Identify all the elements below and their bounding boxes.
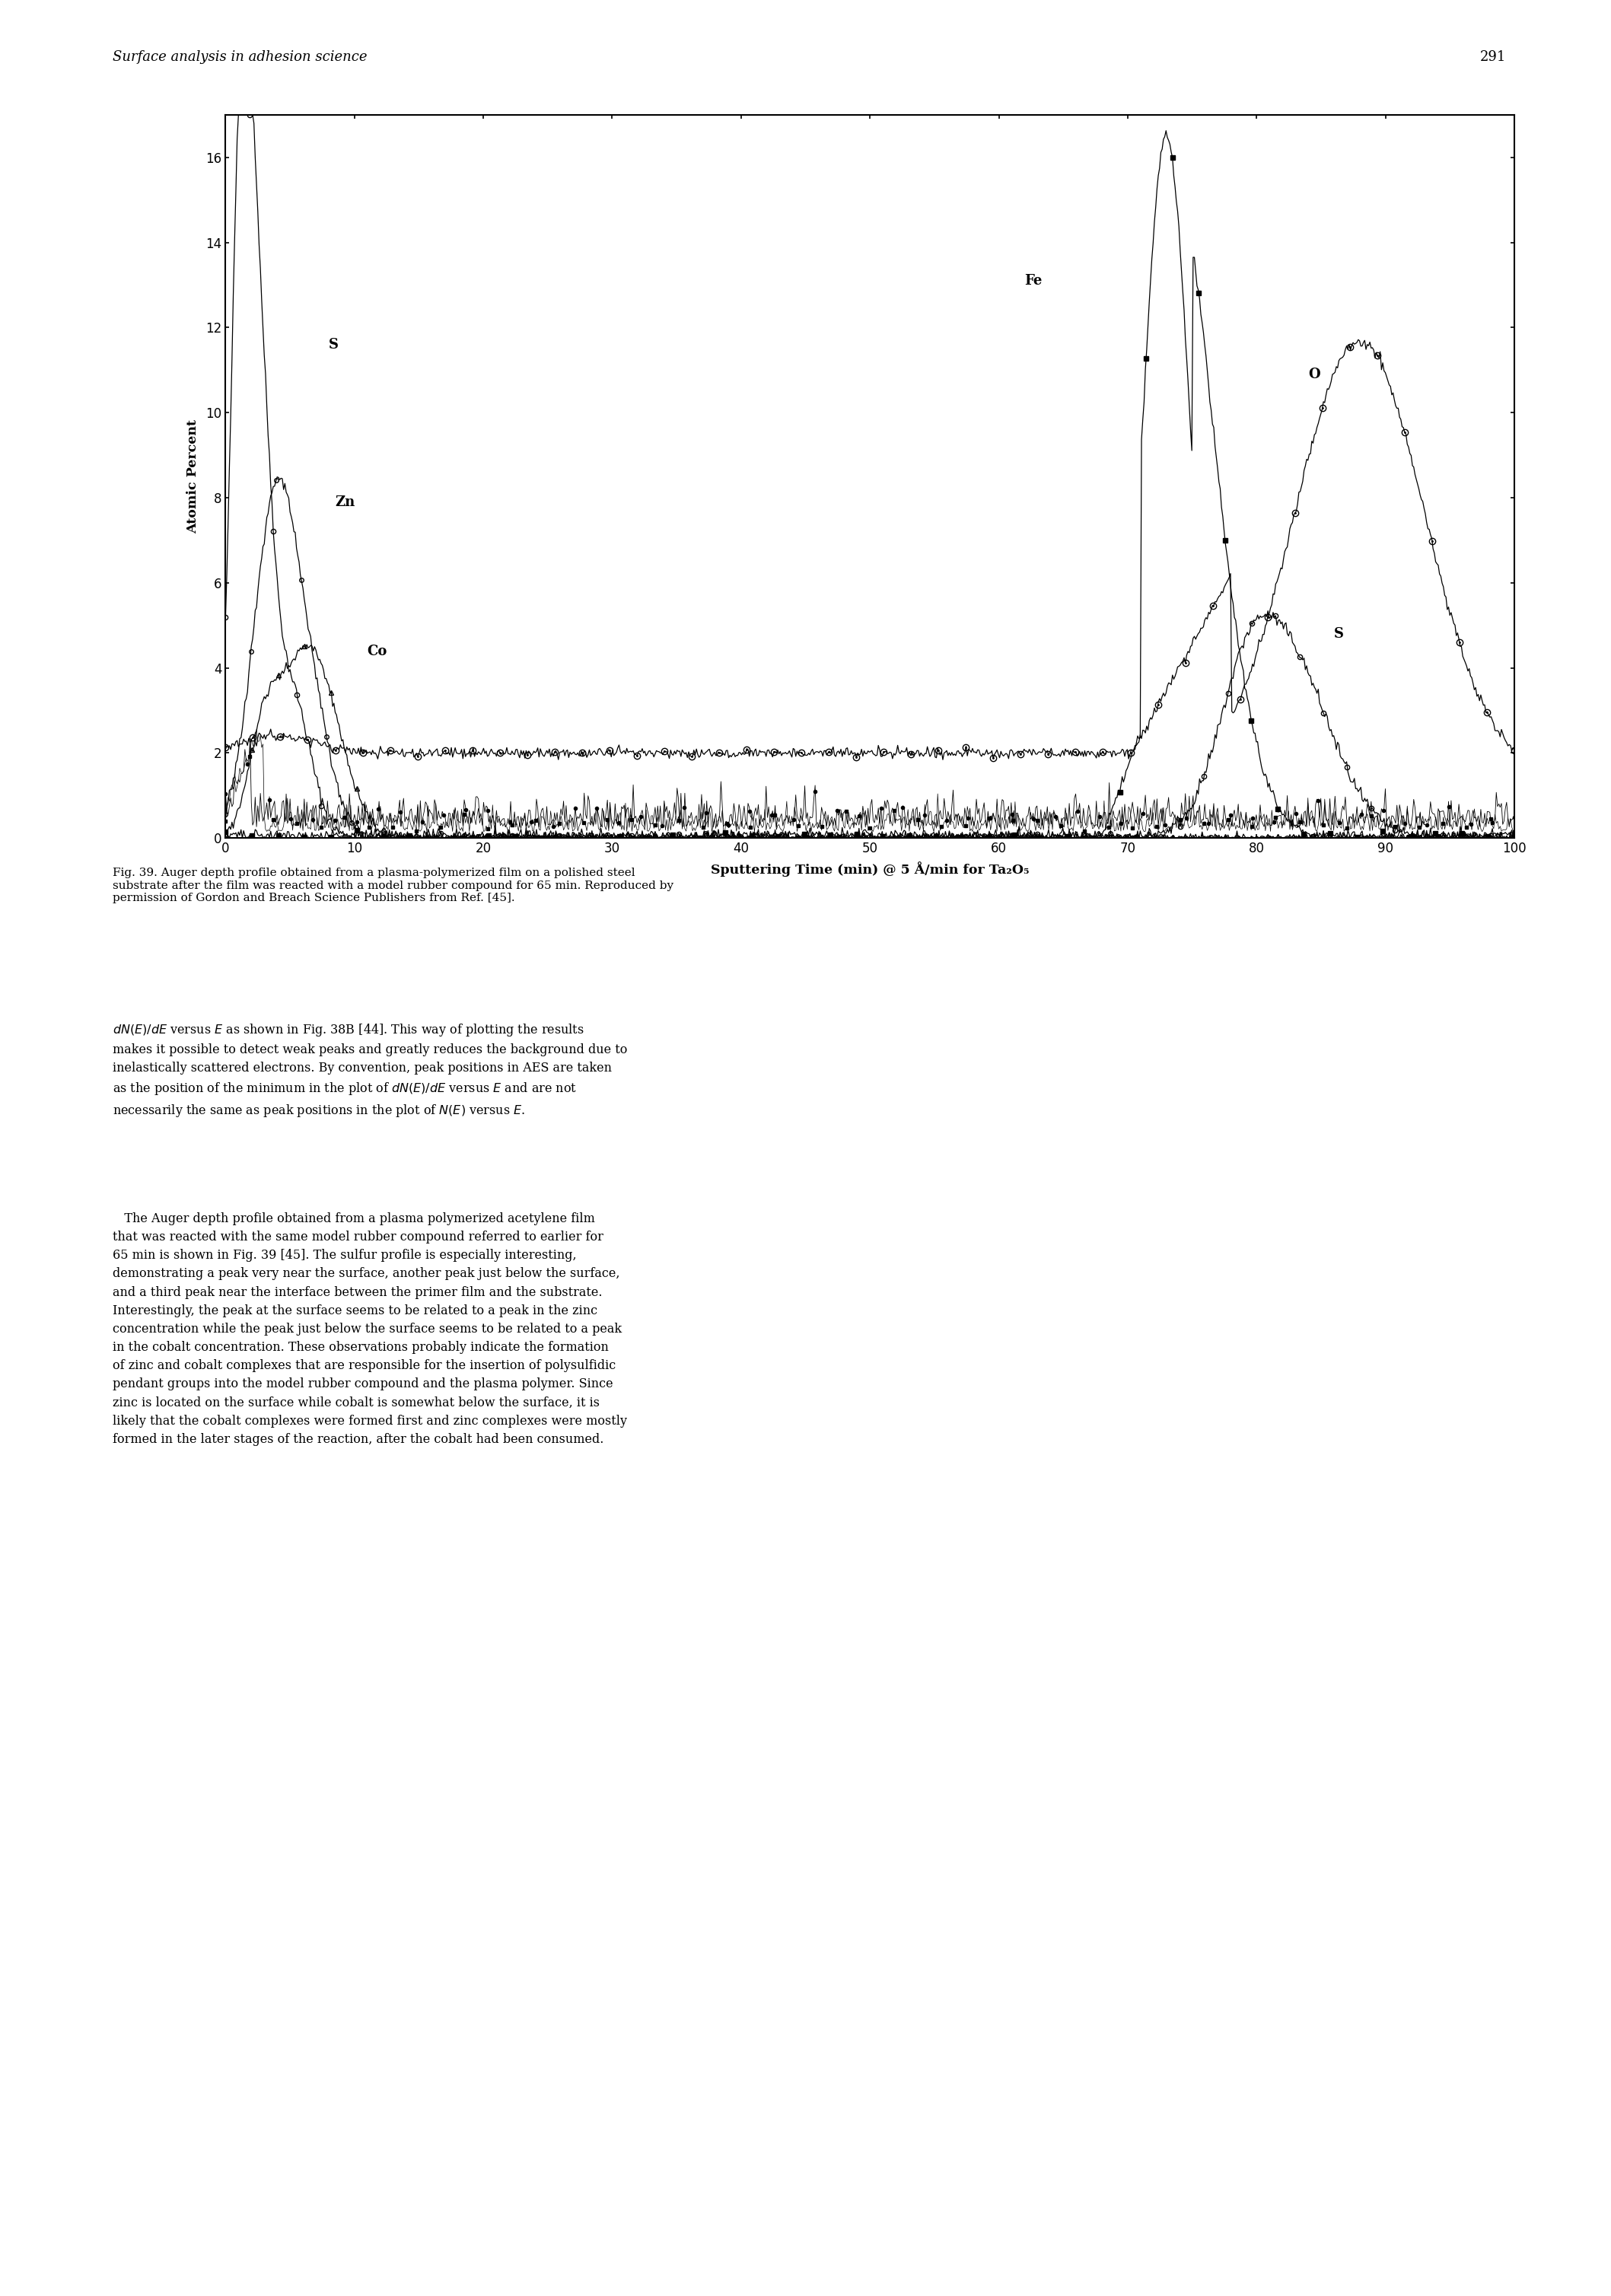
Text: The Auger depth profile obtained from a plasma polymerized acetylene film
that w: The Auger depth profile obtained from a … — [113, 1212, 627, 1446]
Text: Co: Co — [367, 645, 387, 659]
Text: S: S — [1334, 627, 1344, 641]
Text: Surface analysis in adhesion science: Surface analysis in adhesion science — [113, 51, 367, 64]
Text: Zn: Zn — [335, 496, 354, 510]
Text: S: S — [329, 338, 338, 351]
Text: O: O — [1308, 367, 1319, 381]
Text: Fe: Fe — [1025, 273, 1042, 287]
Text: Fig. 39. Auger depth profile obtained from a plasma-polymerized film on a polish: Fig. 39. Auger depth profile obtained fr… — [113, 868, 673, 902]
Text: $dN(E)/dE$ versus $E$ as shown in Fig. 38B [44]. This way of plotting the result: $dN(E)/dE$ versus $E$ as shown in Fig. 3… — [113, 1022, 627, 1118]
X-axis label: Sputtering Time (min) @ 5 Å/min for Ta₂O₅: Sputtering Time (min) @ 5 Å/min for Ta₂O… — [710, 861, 1029, 877]
Text: 291: 291 — [1481, 51, 1506, 64]
Y-axis label: Atomic Percent: Atomic Percent — [187, 420, 200, 533]
